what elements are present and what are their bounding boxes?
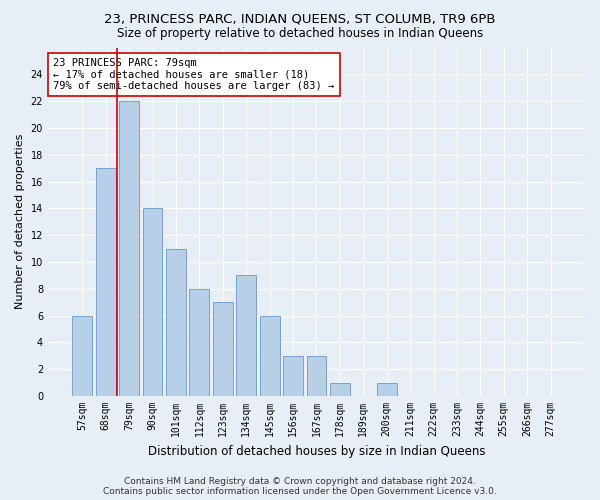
Bar	[166, 248, 186, 396]
Bar	[283, 356, 303, 396]
Bar	[307, 356, 326, 396]
Bar	[73, 316, 92, 396]
Text: 23, PRINCESS PARC, INDIAN QUEENS, ST COLUMB, TR9 6PB: 23, PRINCESS PARC, INDIAN QUEENS, ST COL…	[104, 12, 496, 26]
Y-axis label: Number of detached properties: Number of detached properties	[15, 134, 25, 310]
Text: Contains HM Land Registry data © Crown copyright and database right 2024.
Contai: Contains HM Land Registry data © Crown c…	[103, 476, 497, 496]
Bar	[119, 101, 139, 396]
Text: 23 PRINCESS PARC: 79sqm
← 17% of detached houses are smaller (18)
79% of semi-de: 23 PRINCESS PARC: 79sqm ← 17% of detache…	[53, 58, 335, 91]
Bar	[190, 289, 209, 396]
Bar	[260, 316, 280, 396]
Bar	[213, 302, 233, 396]
Bar	[96, 168, 116, 396]
X-axis label: Distribution of detached houses by size in Indian Queens: Distribution of detached houses by size …	[148, 444, 485, 458]
Text: Size of property relative to detached houses in Indian Queens: Size of property relative to detached ho…	[117, 28, 483, 40]
Bar	[236, 276, 256, 396]
Bar	[377, 382, 397, 396]
Bar	[330, 382, 350, 396]
Bar	[143, 208, 163, 396]
